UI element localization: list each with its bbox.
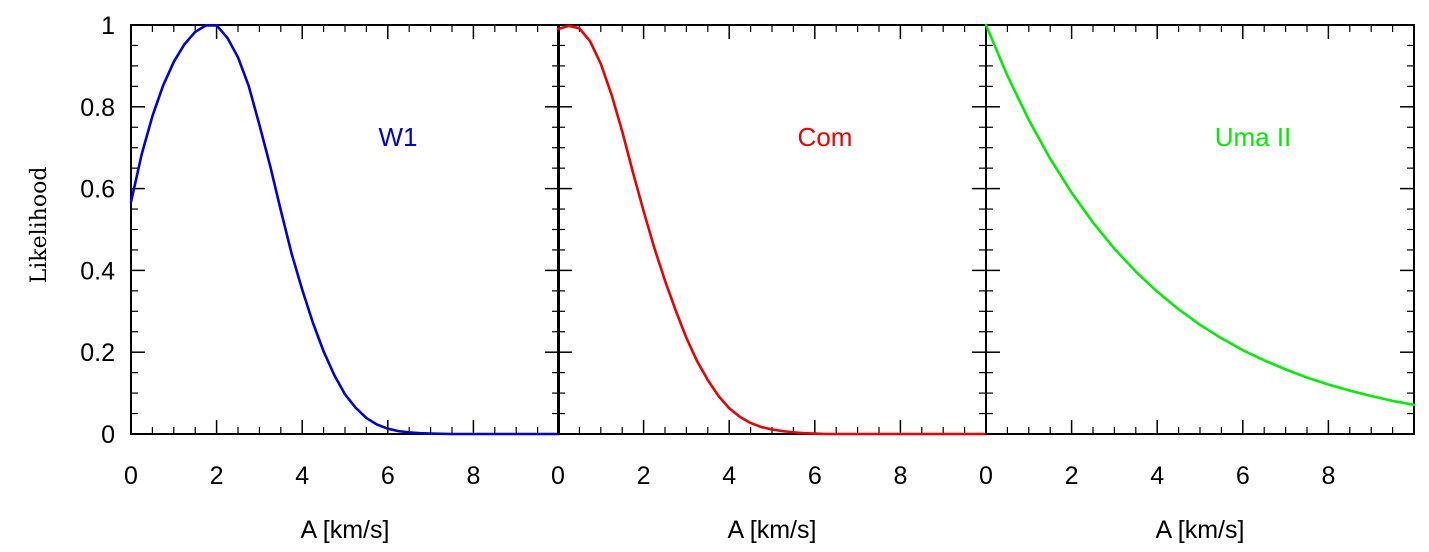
- y-tick-label: 0: [101, 421, 115, 449]
- y-tick-label: 0.6: [80, 176, 115, 204]
- x-tick-label: 0: [551, 462, 565, 490]
- x-axis-title: A [km/s]: [301, 516, 390, 544]
- series-line: [984, 23, 1416, 407]
- x-tick-label: 8: [466, 462, 480, 490]
- x-tick-label: 6: [1236, 462, 1250, 490]
- panel-frame: [557, 24, 987, 435]
- x-tick-label: 8: [893, 462, 907, 490]
- panel-frame: [985, 24, 1415, 435]
- panel-label: Com: [798, 122, 853, 152]
- x-tick-label: 2: [210, 462, 224, 490]
- y-tick-label: 0.8: [80, 94, 115, 122]
- x-tick-label: 4: [722, 462, 736, 490]
- x-tick-label: 0: [979, 462, 993, 490]
- x-tick-label: 6: [808, 462, 822, 490]
- y-tick-label: 0.4: [80, 257, 115, 285]
- panel-label: Uma II: [1215, 122, 1292, 152]
- y-tick-label: 0.2: [80, 339, 115, 367]
- y-axis-title: Likelihood: [27, 167, 52, 284]
- x-tick-label: 0: [124, 462, 138, 490]
- panel-label: W1: [379, 122, 418, 152]
- series-line: [556, 24, 988, 436]
- x-tick-label: 2: [1065, 462, 1079, 490]
- panel-frame: [130, 24, 560, 435]
- panel-2: 0 2 4 6 8 A [km/s] Com: [551, 24, 988, 544]
- x-tick-label: 6: [381, 462, 395, 490]
- x-axis-title: A [km/s]: [1156, 516, 1245, 544]
- x-tick-label: 4: [1150, 462, 1164, 490]
- series-line: [129, 24, 561, 436]
- y-tick-label: 1: [101, 12, 115, 40]
- x-tick-label: 4: [295, 462, 309, 490]
- panels-layer: 0 2 4 6 8 0 0.2 0.4 0.6 0.8 1 A [km/s] W1 0 2 4 6 8 A [km/…: [80, 12, 1416, 544]
- x-axis-title: A [km/s]: [728, 516, 817, 544]
- panel-1: 0 2 4 6 8 0 0.2 0.4 0.6 0.8 1 A [km/s] W1: [80, 12, 561, 544]
- x-tick-label: 8: [1321, 462, 1335, 490]
- x-tick-label: 2: [637, 462, 651, 490]
- panel-3: 0 2 4 6 8 A [km/s] Uma II: [979, 23, 1416, 544]
